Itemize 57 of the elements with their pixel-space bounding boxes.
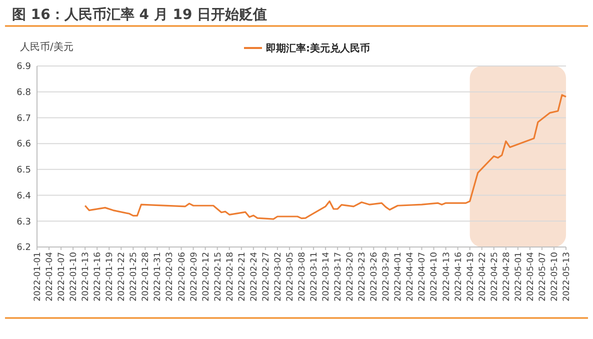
x-tick-label: 2022-01-19 <box>105 252 116 302</box>
y-tick-label: 6.9 <box>16 62 32 72</box>
x-tick-label: 2022-02-09 <box>189 252 200 302</box>
x-tick-label: 2022-04-25 <box>490 252 500 302</box>
x-tick-label: 2022-03-05 <box>285 252 296 302</box>
y-tick-label: 6.5 <box>16 166 31 176</box>
x-tick-label: 2022-01-31 <box>153 252 164 302</box>
x-tick-label: 2022-03-14 <box>322 252 332 302</box>
legend-label: 即期汇率:美元兑人民币 <box>266 42 370 54</box>
x-tick-label: 2022-03-17 <box>334 252 344 302</box>
x-tick-label: 2022-04-22 <box>478 252 488 302</box>
x-tick-label: 2022-02-27 <box>261 252 272 302</box>
x-tick-label: 2022-03-23 <box>358 252 368 302</box>
x-tick-label: 2022-04-01 <box>394 252 404 302</box>
y-tick-label: 6.6 <box>16 140 32 150</box>
x-tick-label: 2022-01-25 <box>129 252 140 302</box>
y-tick-label: 6.2 <box>16 243 31 254</box>
x-tick-label: 2022-03-20 <box>346 252 356 302</box>
x-tick-label: 2022-01-07 <box>57 252 68 302</box>
x-tick-label: 2022-04-10 <box>430 252 440 302</box>
x-tick-label: 2022-03-11 <box>310 252 320 302</box>
y-axis-title: 人民币/美元 <box>20 41 74 53</box>
chart-title: 图 16：人民币汇率 4 月 19 日开始贬值 <box>12 6 268 23</box>
y-tick-label: 6.8 <box>16 88 32 98</box>
x-tick-label: 2022-04-13 <box>442 252 452 302</box>
y-tick-label: 6.7 <box>16 114 31 124</box>
y-tick-label: 6.3 <box>16 217 31 228</box>
x-tick-label: 2022-02-12 <box>201 252 212 302</box>
x-tick-label: 2022-02-21 <box>237 252 248 302</box>
x-tick-label: 2022-01-10 <box>69 252 80 302</box>
x-tick-label: 2022-03-08 <box>297 252 308 302</box>
x-tick-label: 2022-04-04 <box>406 252 416 302</box>
x-tick-label: 2022-01-04 <box>45 252 55 302</box>
x-tick-label: 2022-02-03 <box>165 252 176 302</box>
x-tick-label: 2022-02-24 <box>249 252 260 302</box>
x-tick-label: 2022-05-13 <box>562 252 572 302</box>
x-tick-label: 2022-02-06 <box>177 252 188 302</box>
x-tick-label: 2022-02-15 <box>213 252 224 302</box>
x-tick-label: 2022-03-29 <box>382 252 392 302</box>
x-tick-label: 2022-01-22 <box>117 252 128 302</box>
x-tick-label: 2022-04-07 <box>418 252 428 302</box>
y-tick-label: 6.4 <box>16 191 32 202</box>
x-tick-label: 2022-03-26 <box>370 252 380 302</box>
x-tick-label: 2022-05-01 <box>514 252 524 302</box>
x-tick-label: 2022-04-28 <box>502 252 512 302</box>
x-tick-label: 2022-04-19 <box>466 252 476 302</box>
line-series <box>84 94 567 220</box>
x-tick-label: 2022-05-07 <box>538 252 548 302</box>
x-tick-label: 2022-04-16 <box>454 252 464 302</box>
x-tick-label: 2022-05-04 <box>526 252 536 302</box>
x-tick-label: 2022-03-02 <box>273 252 284 302</box>
x-tick-label: 2022-01-28 <box>141 252 152 302</box>
x-tick-label: 2022-01-16 <box>93 252 104 302</box>
x-tick-label: 2022-02-18 <box>225 252 236 302</box>
x-tick-label: 2022-01-01 <box>32 252 43 302</box>
x-tick-label: 2022-01-13 <box>81 252 92 302</box>
x-tick-label: 2022-05-10 <box>550 252 560 302</box>
